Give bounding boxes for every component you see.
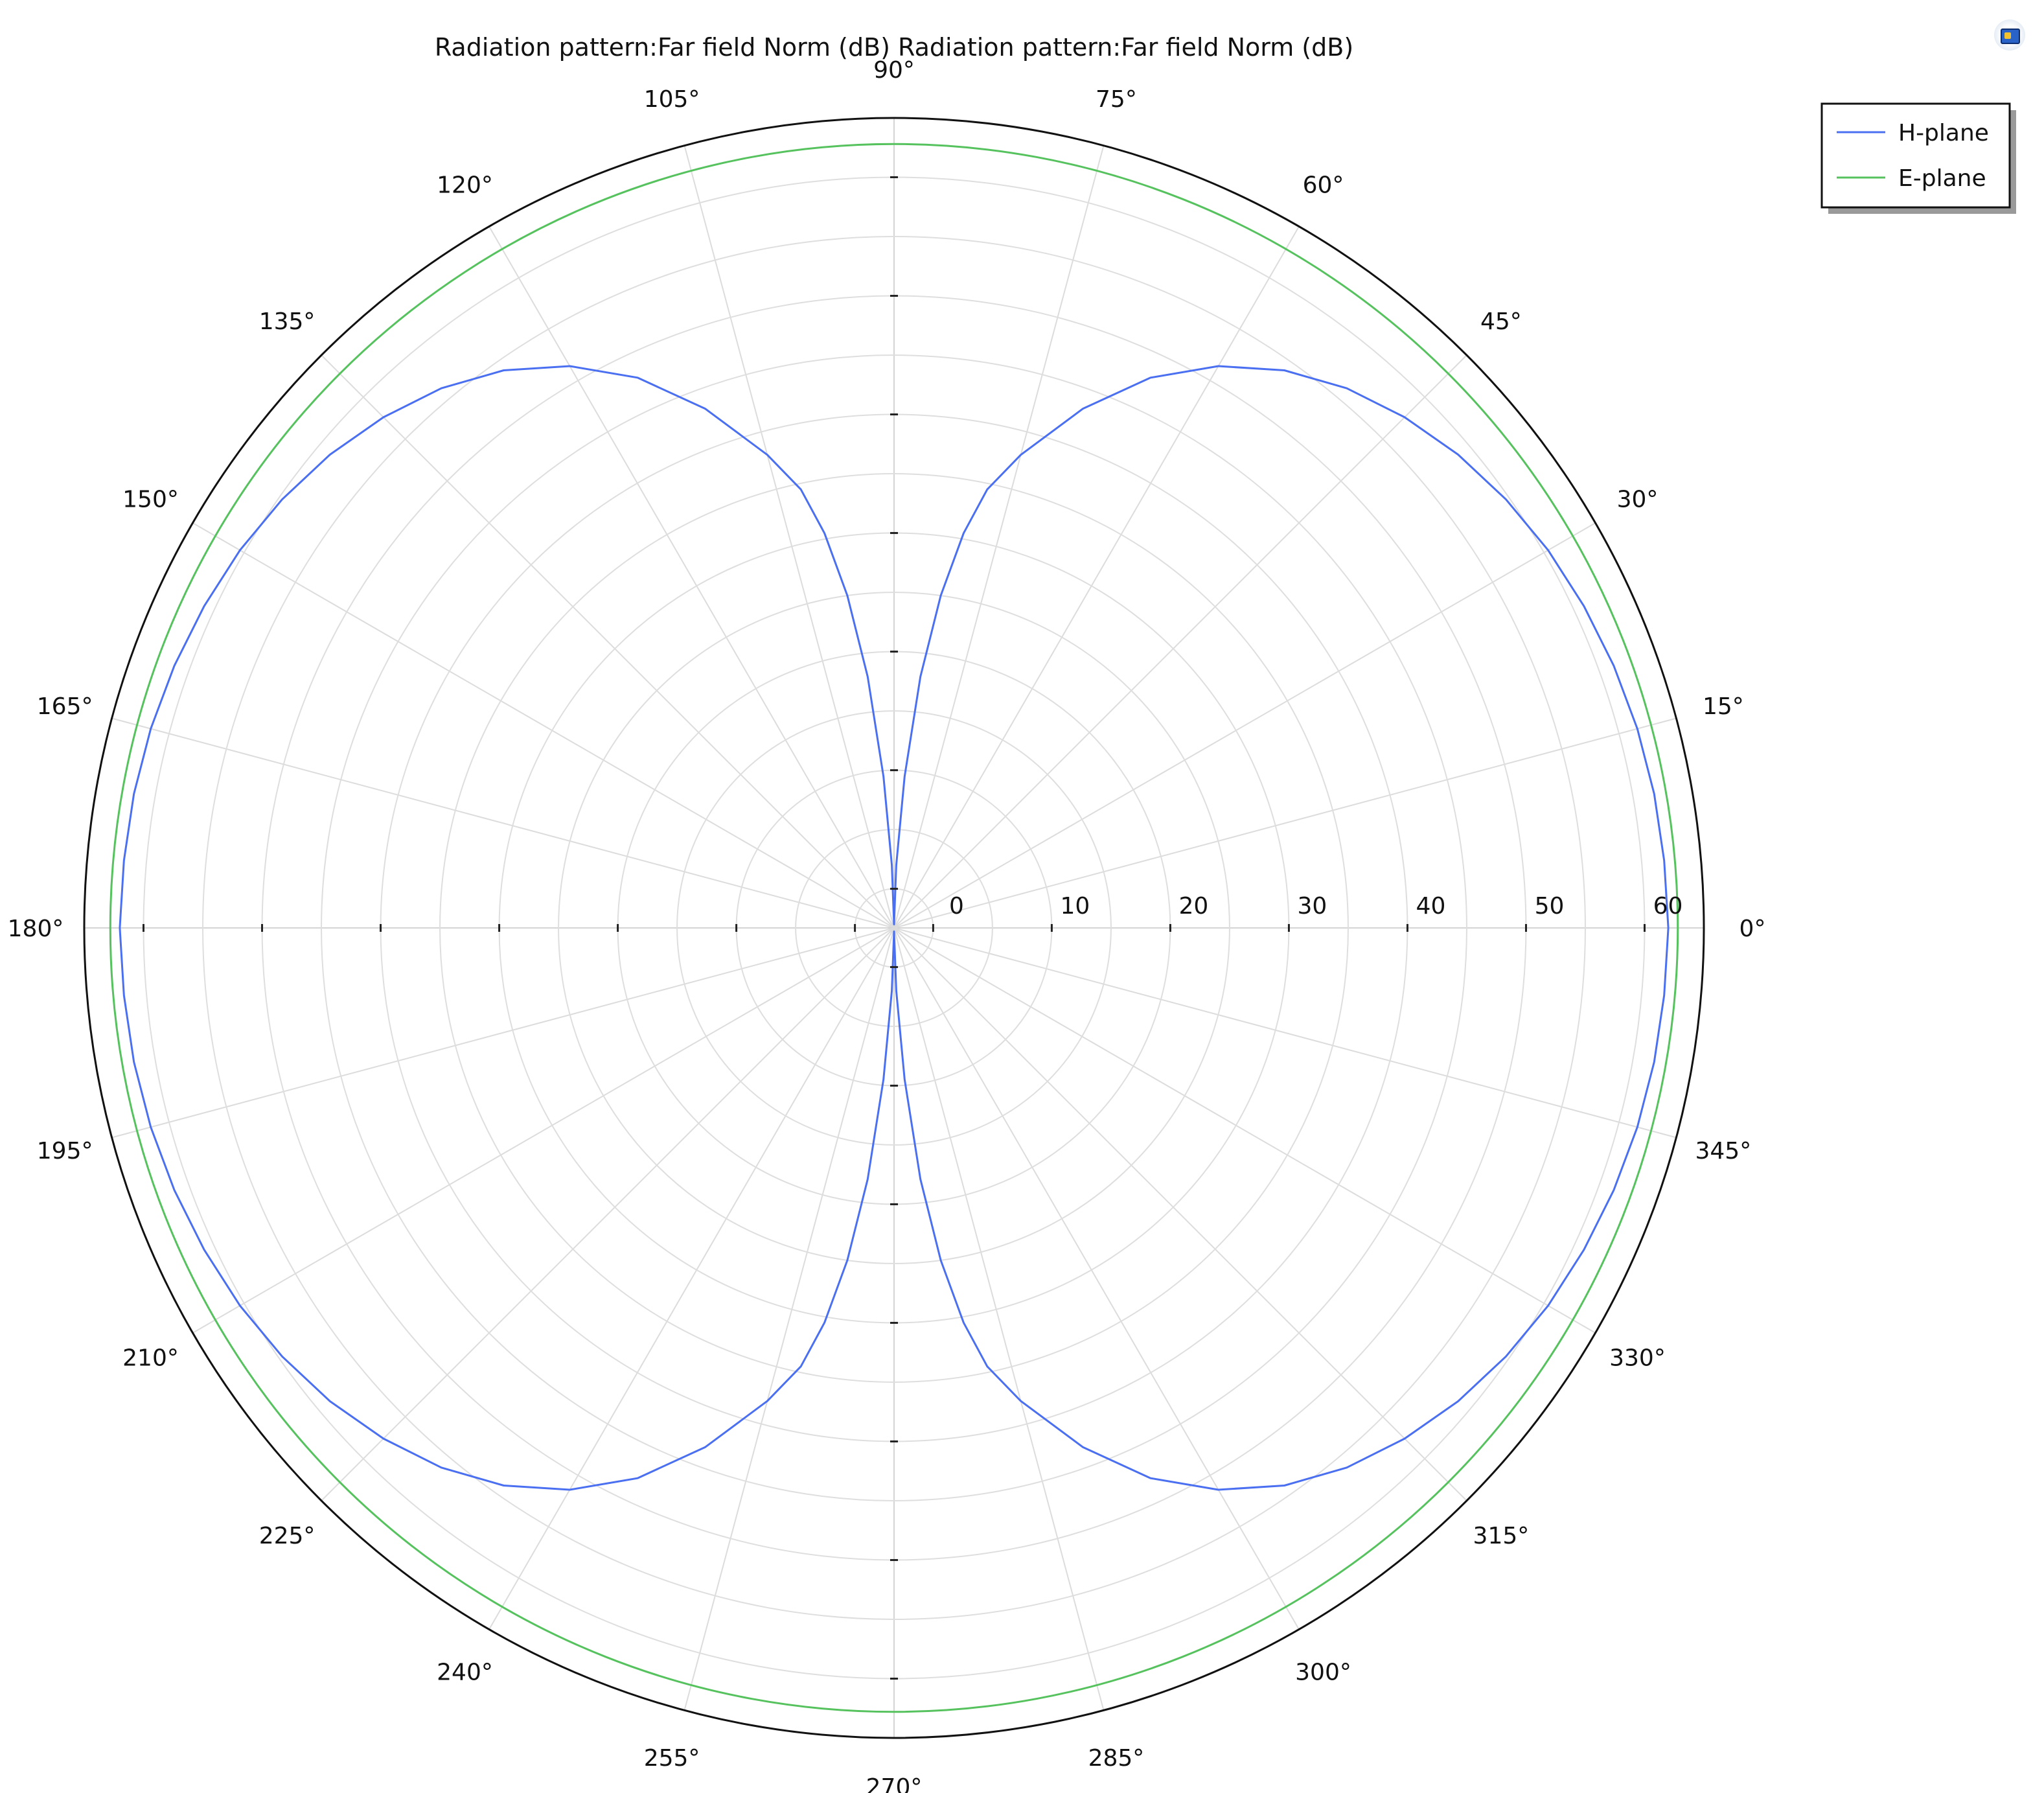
spoke-15 — [893, 717, 1677, 929]
angle-tick-label: 90° — [873, 57, 915, 84]
angle-tick-label: 30° — [1617, 487, 1659, 513]
angle-tick-label: 120° — [437, 172, 493, 199]
legend-label-h-plane: H-plane — [1898, 120, 1989, 146]
angle-tick-label: 345° — [1695, 1138, 1751, 1164]
chart-title: Radiation pattern:Far field Norm (dB) Ra… — [435, 33, 1353, 62]
spoke-150 — [192, 522, 895, 929]
tick-layer: 0° 15° 30° 45° 60° 75° 90° 105° 120° 135° 150° 165°… — [8, 57, 1766, 1793]
grid-ring — [795, 829, 993, 1027]
angle-tick-label: 315° — [1473, 1523, 1530, 1549]
grid-ring — [676, 710, 1112, 1146]
angle-tick-label: 210° — [122, 1345, 179, 1372]
legend[interactable]: H-plane E-plane — [1820, 102, 2016, 214]
angle-tick-label: 285° — [1088, 1745, 1145, 1772]
grid-ring — [558, 592, 1230, 1264]
spoke-300 — [893, 927, 1300, 1630]
angle-tick-label: 0° — [1740, 916, 1766, 942]
radial-tick-label: 40 — [1416, 893, 1446, 920]
radial-tick-label: 20 — [1179, 893, 1209, 920]
angle-tick-label: 150° — [122, 487, 179, 513]
spoke-135 — [321, 354, 895, 929]
series-layer — [109, 143, 1679, 1713]
spoke-165 — [111, 717, 895, 929]
angle-tick-label: 75° — [1096, 86, 1137, 113]
grid-ring — [202, 236, 1586, 1620]
angle-tick-label: 45° — [1480, 308, 1522, 335]
series-e-plane — [109, 143, 1679, 1713]
spoke-330 — [893, 927, 1596, 1334]
angle-tick-label: 135° — [259, 308, 316, 335]
angle-tick-label: 270° — [866, 1774, 923, 1793]
radial-tick-label: 0 — [949, 893, 964, 920]
angle-tick-label: 15° — [1703, 693, 1744, 720]
spoke-75 — [893, 145, 1105, 929]
legend-label-e-plane: E-plane — [1898, 165, 1986, 192]
angle-tick-label: 60° — [1303, 172, 1344, 199]
radial-tick-label: 50 — [1535, 893, 1565, 920]
spoke-210 — [192, 927, 895, 1334]
spoke-45 — [893, 354, 1467, 929]
spoke-225 — [321, 927, 895, 1501]
plot-window-icon[interactable] — [1994, 19, 2025, 51]
grid-ring — [439, 473, 1349, 1383]
angle-tick-label: 105° — [644, 86, 700, 113]
angle-tick-label: 195° — [37, 1138, 93, 1164]
outer-frame — [83, 117, 1705, 1739]
radial-tick-label: 60 — [1653, 893, 1683, 920]
grid-ring — [321, 354, 1467, 1501]
spoke-255 — [683, 927, 895, 1711]
series-h-plane-lower — [119, 927, 1670, 1491]
spoke-105 — [683, 145, 895, 929]
radial-tick-label: 10 — [1061, 893, 1090, 920]
spoke-195 — [111, 927, 895, 1139]
spoke-120 — [488, 226, 895, 929]
angle-tick-label: 240° — [437, 1659, 493, 1685]
angle-tick-label: 330° — [1609, 1345, 1666, 1372]
polar-grid — [84, 117, 1705, 1739]
angle-tick-label: 300° — [1295, 1659, 1351, 1685]
spoke-60 — [893, 226, 1300, 929]
angle-tick-label: 165° — [37, 693, 93, 720]
angle-tick-label: 255° — [644, 1745, 700, 1772]
radial-tick-label: 30 — [1298, 893, 1327, 920]
spoke-240 — [488, 927, 895, 1630]
legend-box — [1820, 102, 2011, 209]
spoke-345 — [893, 927, 1677, 1139]
angle-tick-label: 225° — [259, 1523, 316, 1549]
angle-tick-label: 180° — [8, 916, 64, 942]
plot-window-icon-glyph — [2001, 29, 2020, 44]
spoke-30 — [893, 522, 1596, 929]
series-h-plane-upper — [119, 365, 1670, 929]
spoke-285 — [893, 927, 1105, 1711]
spoke-315 — [893, 927, 1467, 1501]
